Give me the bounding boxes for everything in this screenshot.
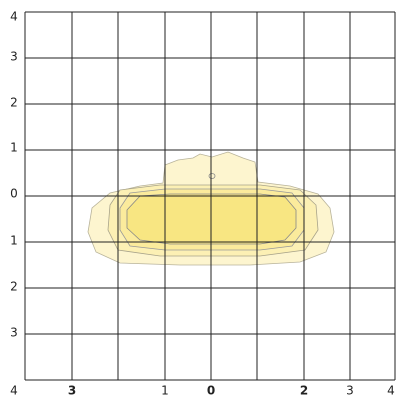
x-label: 4 <box>387 384 395 398</box>
y-label: 0 <box>10 187 18 201</box>
y-label: 4 <box>10 10 18 24</box>
x-label: 0 <box>207 384 215 398</box>
x-label: 3 <box>68 384 76 398</box>
x-label: 2 <box>300 384 308 398</box>
y-label: 3 <box>10 326 18 340</box>
y-label: 3 <box>10 50 18 64</box>
y-label: 1 <box>10 141 18 155</box>
contours <box>87 151 335 266</box>
y-label: 2 <box>10 280 18 294</box>
contour-dot <box>208 173 216 179</box>
y-label: 2 <box>10 96 18 110</box>
x-label: 4 <box>10 384 18 398</box>
y-label: 1 <box>10 234 18 248</box>
x-label: 3 <box>346 384 354 398</box>
x-label: 1 <box>161 384 169 398</box>
grid <box>24 11 396 381</box>
